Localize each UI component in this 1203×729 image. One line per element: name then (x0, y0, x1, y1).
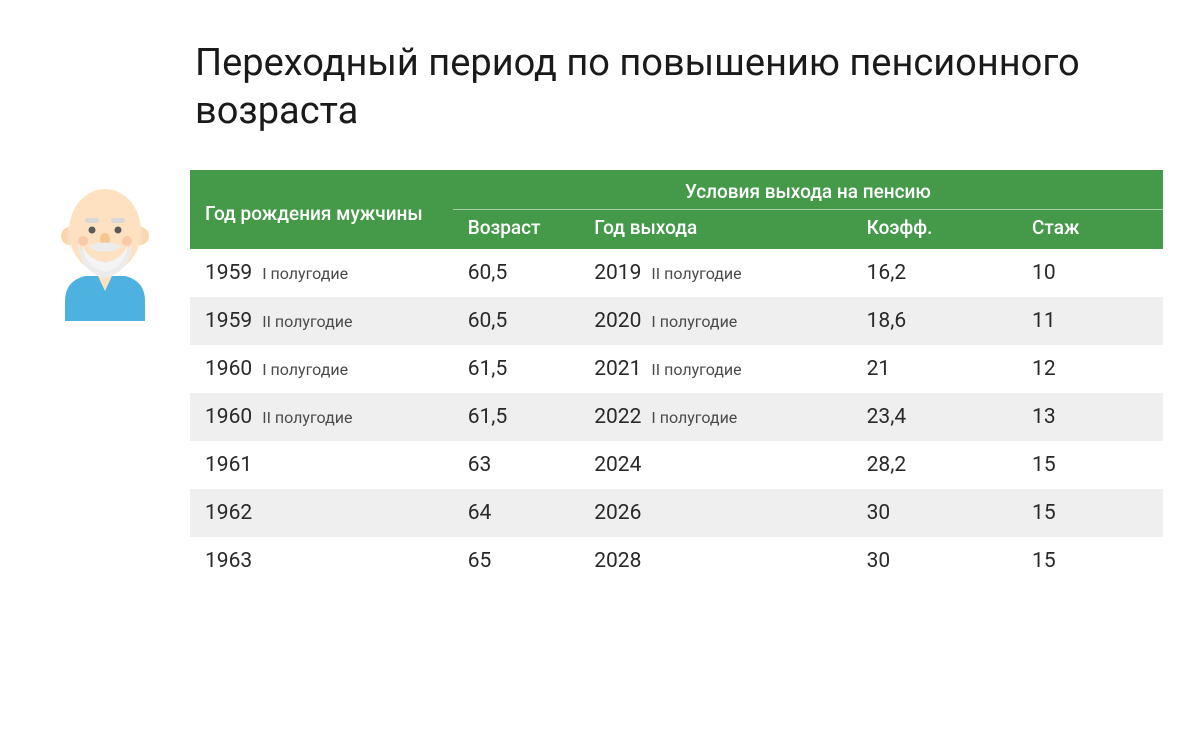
birth-half-label: I полугодие (262, 264, 348, 283)
cell-coef: 30 (852, 537, 1017, 585)
cell-birth-year: 1963 (190, 537, 453, 585)
birth-year-value: 1959 (205, 261, 252, 285)
cell-birth-year: 1961 (190, 441, 453, 489)
th-birth-year: Год рождения мужчины (190, 170, 453, 249)
cell-coef: 30 (852, 489, 1017, 537)
cell-age: 61,5 (453, 393, 579, 441)
cell-age: 61,5 (453, 345, 579, 393)
cell-birth-year: 1959 I полугодие (190, 249, 453, 297)
content-row: Год рождения мужчины Условия выхода на п… (40, 170, 1163, 585)
table-row: 1962 64 2026 3015 (190, 489, 1163, 537)
cell-exit-year: 2019 II полугодие (579, 249, 851, 297)
exit-half-label: I полугодие (651, 408, 737, 427)
table-row: 1963 65 2028 3015 (190, 537, 1163, 585)
cell-exit-year: 2021 II полугодие (579, 345, 851, 393)
elderly-man-avatar-icon (50, 176, 160, 321)
exit-year-value: 2020 (594, 309, 641, 333)
cell-coef: 28,2 (852, 441, 1017, 489)
birth-half-label: II полугодие (262, 408, 352, 427)
exit-half-label: I полугодие (651, 312, 737, 331)
birth-year-value: 1960 (205, 357, 252, 381)
table-row: 1961 63 2024 28,215 (190, 441, 1163, 489)
cell-coef: 21 (852, 345, 1017, 393)
cell-exit-year: 2022 I полугодие (579, 393, 851, 441)
cell-exit-year: 2028 (579, 537, 851, 585)
table-row: 1960 I полугодие 61,5 2021 II полугодие 2112 (190, 345, 1163, 393)
exit-year-value: 2021 (594, 357, 641, 381)
exit-year-value: 2019 (594, 261, 641, 285)
exit-year-value: 2024 (594, 453, 641, 477)
cell-staj: 15 (1017, 537, 1163, 585)
cell-birth-year: 1962 (190, 489, 453, 537)
cell-age: 64 (453, 489, 579, 537)
birth-year-value: 1962 (205, 501, 252, 525)
birth-year-value: 1960 (205, 405, 252, 429)
th-staj: Стаж (1017, 210, 1163, 250)
th-exit-year: Год выхода (579, 210, 851, 250)
cell-age: 60,5 (453, 249, 579, 297)
cell-staj: 15 (1017, 489, 1163, 537)
cell-age: 63 (453, 441, 579, 489)
cell-staj: 11 (1017, 297, 1163, 345)
cell-age: 60,5 (453, 297, 579, 345)
table-wrap: Год рождения мужчины Условия выхода на п… (190, 170, 1163, 585)
birth-year-value: 1961 (205, 453, 252, 477)
cell-coef: 16,2 (852, 249, 1017, 297)
birth-year-value: 1963 (205, 549, 252, 573)
exit-half-label: II полугодие (651, 264, 741, 283)
cell-staj: 10 (1017, 249, 1163, 297)
cell-exit-year: 2026 (579, 489, 851, 537)
cell-staj: 12 (1017, 345, 1163, 393)
th-age: Возраст (453, 210, 579, 250)
exit-year-value: 2022 (594, 405, 641, 429)
birth-year-value: 1959 (205, 309, 252, 333)
cell-exit-year: 2024 (579, 441, 851, 489)
cell-coef: 18,6 (852, 297, 1017, 345)
exit-year-value: 2026 (594, 501, 641, 525)
exit-half-label: II полугодие (651, 360, 741, 379)
table-row: 1959II полугодие60,52020I полугодие18,61… (190, 297, 1163, 345)
cell-birth-year: 1960 I полугодие (190, 345, 453, 393)
th-conditions: Условия выхода на пенсию (453, 170, 1163, 210)
table-header: Год рождения мужчины Условия выхода на п… (190, 170, 1163, 249)
table-body: 1959I полугодие60,52019II полугодие16,21… (190, 249, 1163, 585)
birth-half-label: I полугодие (262, 360, 348, 379)
table-row: 1959I полугодие60,52019II полугодие16,21… (190, 249, 1163, 297)
pension-table: Год рождения мужчины Условия выхода на п… (190, 170, 1163, 585)
th-coef: Коэфф. (852, 210, 1017, 250)
cell-coef: 23,4 (852, 393, 1017, 441)
cell-birth-year: 1960 II полугодие (190, 393, 453, 441)
cell-staj: 13 (1017, 393, 1163, 441)
birth-half-label: II полугодие (262, 312, 352, 331)
table-row: 1960II полугодие61,52022I полугодие23,41… (190, 393, 1163, 441)
cell-staj: 15 (1017, 441, 1163, 489)
cell-age: 65 (453, 537, 579, 585)
cell-birth-year: 1959 II полугодие (190, 297, 453, 345)
exit-year-value: 2028 (594, 549, 641, 573)
page-title: Переходный период по повышению пенсионно… (195, 40, 1163, 135)
cell-exit-year: 2020 I полугодие (579, 297, 851, 345)
avatar-column (40, 170, 170, 321)
